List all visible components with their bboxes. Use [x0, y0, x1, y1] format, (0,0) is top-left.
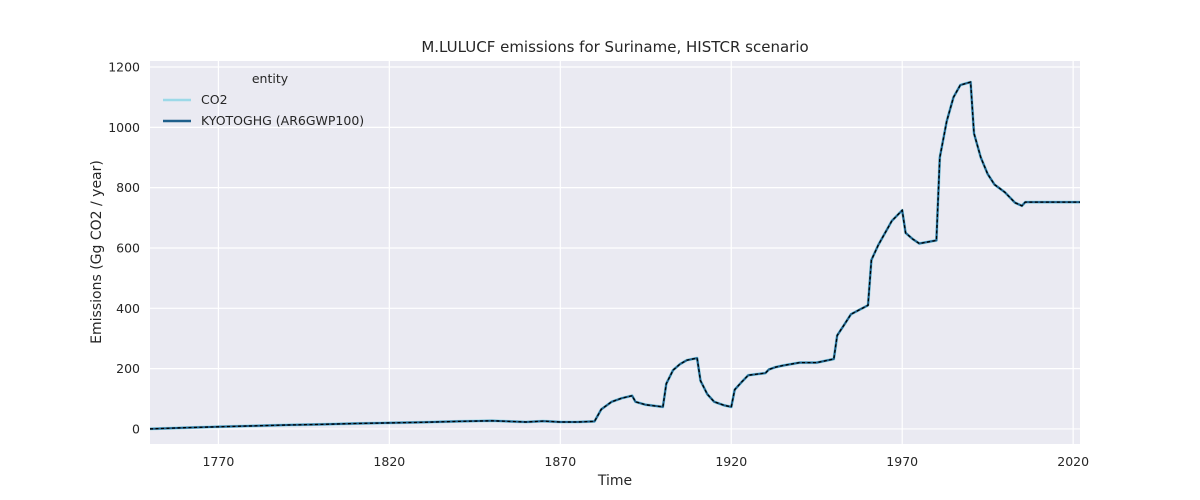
plot-area: [150, 61, 1080, 444]
x-axis-label: Time: [597, 473, 632, 489]
series-line-overlay-dashed: [149, 81, 1080, 430]
y-tick-label: 1000: [108, 120, 140, 135]
legend-title: entity: [252, 71, 289, 86]
x-tick-label: 2020: [1057, 454, 1089, 469]
x-tick-label: 1970: [886, 454, 918, 469]
y-tick-label: 1200: [108, 60, 140, 75]
y-axis-label: Emissions (Gg CO2 / year): [89, 160, 105, 344]
y-tick-label: 200: [116, 361, 140, 376]
chart-title: M.LULUCF emissions for Suriname, HISTCR …: [421, 38, 808, 56]
y-tick-label: 0: [132, 421, 140, 436]
y-tick-label: 600: [116, 240, 140, 255]
grid: [150, 61, 1080, 444]
ticks: 0 200 400 600 800 1000 1200 1770 1820 1870 1920 197…: [108, 60, 1089, 469]
y-tick-label: 800: [116, 180, 140, 195]
x-tick-label: 1820: [373, 454, 405, 469]
x-tick-label: 1770: [202, 454, 234, 469]
y-tick-label: 400: [116, 301, 140, 316]
x-tick-label: 1870: [544, 454, 576, 469]
legend-label-co2: CO2: [201, 92, 228, 107]
legend-label-kyotoghg: KYOTOGHG (AR6GWP100): [201, 113, 364, 128]
legend: entity CO2 KYOTOGHG (AR6GWP100): [163, 71, 364, 128]
x-tick-label: 1920: [715, 454, 747, 469]
series-layer: [149, 80, 1080, 431]
